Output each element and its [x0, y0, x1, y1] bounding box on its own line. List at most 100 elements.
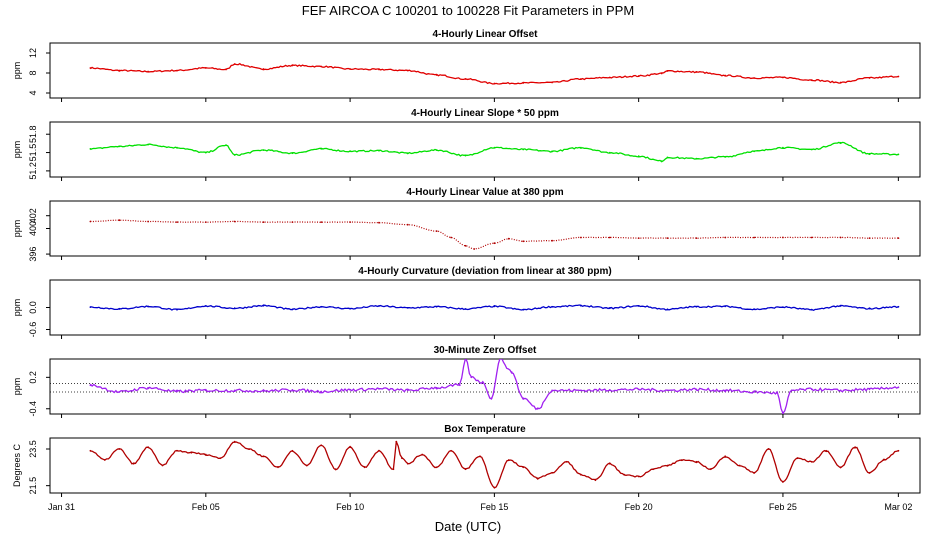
data-point [349, 68, 351, 70]
data-point [118, 308, 121, 310]
data-point [161, 464, 164, 467]
data-point [204, 453, 207, 456]
panel-6: Box Temperature Degrees C 21.5 23.5 [12, 424, 921, 497]
data-point [406, 462, 409, 465]
panel-title: Box Temperature [444, 424, 526, 435]
data-point [666, 70, 669, 72]
data-point [810, 148, 813, 151]
data-point [89, 220, 92, 223]
data-point [594, 479, 597, 482]
data-point [118, 391, 121, 393]
data-point [470, 376, 473, 379]
data-point [753, 150, 755, 153]
data-point [565, 460, 568, 463]
data-point [473, 248, 476, 250]
data-point [637, 75, 640, 77]
x-tick-label: Feb 20 [625, 502, 653, 512]
data-point [753, 308, 755, 311]
data-point [225, 68, 227, 71]
data-point [464, 468, 467, 471]
data-point [233, 440, 236, 443]
y-tick-label: 396 [28, 247, 38, 262]
data-point [378, 149, 380, 152]
data-point [176, 69, 178, 72]
data-point [724, 455, 727, 458]
data-point [897, 237, 900, 240]
data-point [782, 236, 784, 239]
data-point [262, 221, 265, 224]
data-point [897, 153, 900, 156]
data-point [839, 389, 842, 392]
data-point [753, 391, 755, 393]
data-point [103, 459, 106, 461]
data-point [320, 390, 323, 393]
panel-2: 4-Hourly Linear Slope * 50 ppmppm51.251.… [12, 108, 921, 181]
panel-5: 30-Minute Zero Offset ppm -0.4 0.2 [12, 345, 921, 418]
data-point [225, 144, 227, 147]
data-point [608, 307, 611, 310]
y-tick-label: 51.8 [28, 125, 38, 143]
x-tick-label: Feb 05 [192, 502, 220, 512]
data-point [522, 148, 525, 151]
data-point [666, 156, 669, 159]
data-point [695, 237, 698, 240]
data-point [738, 464, 741, 467]
y-tick-label: 23.5 [28, 440, 38, 458]
data-point [666, 464, 669, 467]
data-point [493, 305, 496, 308]
data-point [551, 239, 553, 242]
data-point [666, 308, 669, 311]
data-point [666, 237, 669, 240]
data-point [637, 388, 640, 391]
data-point [464, 359, 467, 360]
data-point [464, 244, 467, 247]
data-point [435, 74, 438, 76]
data-point [450, 449, 452, 452]
data-point [204, 389, 207, 392]
y-axis-label: Degrees C [12, 443, 22, 487]
data-point [277, 466, 279, 469]
data-point [176, 449, 178, 452]
panel-frame [49, 200, 921, 257]
data-point [349, 446, 351, 449]
y-tick-label: 402 [28, 208, 38, 223]
data-point [551, 471, 553, 474]
y-tick-label: 51.5 [28, 144, 38, 162]
data-point [176, 146, 178, 149]
data-point [868, 307, 871, 310]
y-tick-label: 4 [28, 90, 38, 95]
data-point [349, 150, 351, 153]
panel-frame [49, 121, 921, 178]
data-point [395, 440, 398, 443]
x-axis: Jan 31 Feb 05 Feb 10 Feb 15 Feb 20 Feb 25 Mar … [48, 502, 912, 512]
data-point [378, 388, 380, 390]
y-axis-label: ppm [12, 378, 22, 396]
data-point [810, 79, 813, 81]
data-point [868, 152, 871, 155]
data-point [349, 389, 351, 391]
data-point [89, 449, 92, 452]
data-point [637, 305, 640, 307]
data-point [493, 242, 496, 245]
panel-frame [49, 437, 921, 494]
data-point [493, 146, 496, 149]
data-point [89, 67, 92, 69]
series-line-zero [89, 359, 899, 414]
data-point [767, 448, 770, 450]
data-point [378, 221, 380, 224]
x-tick-label: Feb 10 [336, 502, 364, 512]
data-point [782, 76, 784, 79]
data-point [695, 71, 698, 73]
data-point [551, 81, 553, 84]
x-tick-label: Feb 25 [769, 502, 797, 512]
data-point [666, 389, 669, 392]
x-axis-label: Date (UTC) [435, 519, 501, 534]
data-point [883, 459, 885, 461]
data-point [782, 306, 784, 308]
panel-title: 4-Hourly Curvature (deviation from linea… [358, 266, 611, 277]
data-point [776, 392, 779, 394]
data-point [320, 305, 323, 308]
data-point [349, 221, 351, 224]
panel-3: 4-Hourly Linear Value at 380 ppm ppm 396 40… [12, 187, 921, 262]
data-point [363, 466, 366, 469]
